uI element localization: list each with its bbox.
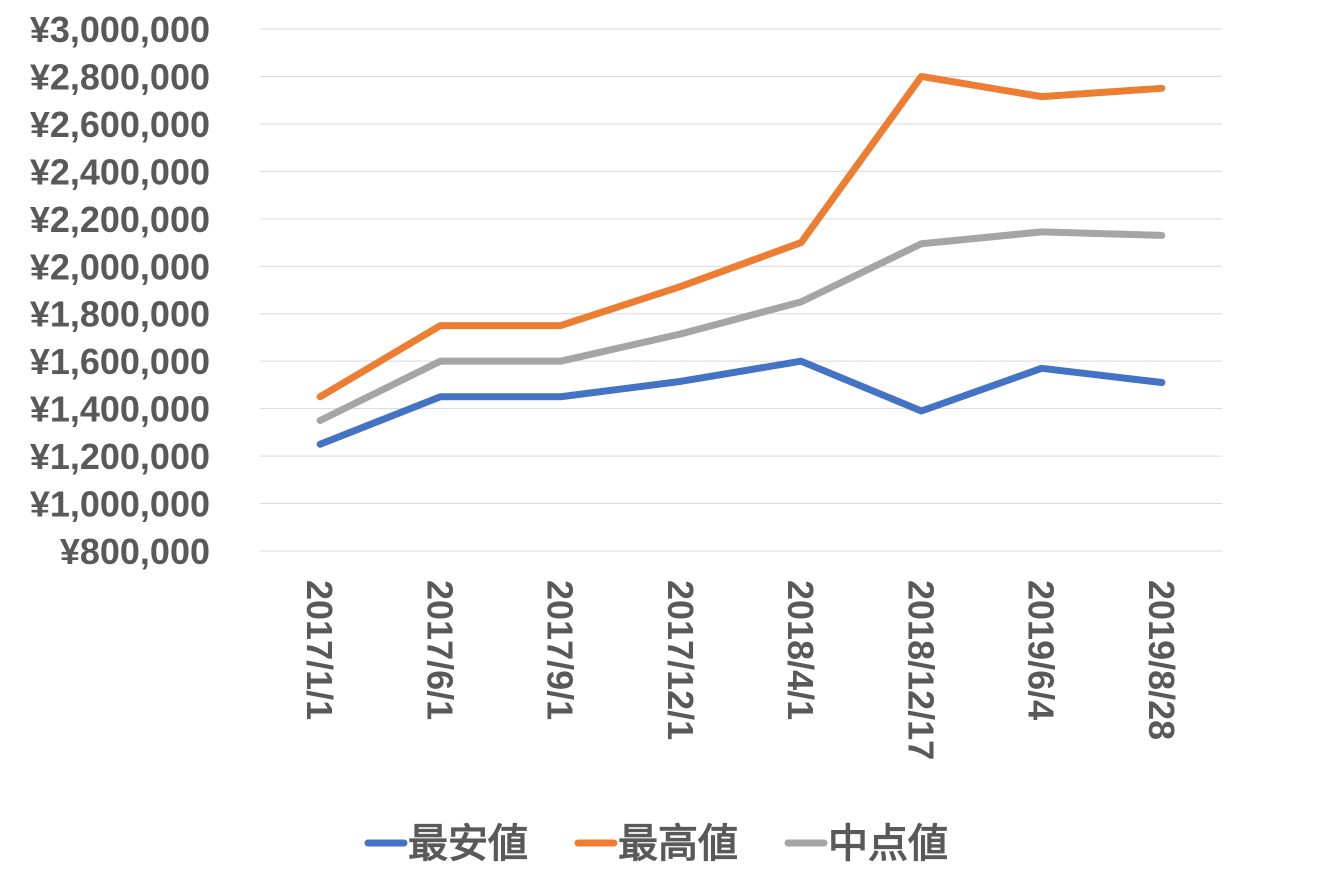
y-tick-label: ¥2,600,000 [30,104,210,145]
x-axis-tick-labels: 2017/1/1 2017/6/1 2017/9/1 2017/12/1 2018/4/… [299,580,1182,760]
y-tick-label: ¥2,800,000 [30,56,210,97]
y-tick-label: ¥1,600,000 [30,341,210,382]
legend-item: 中点値 [784,821,948,867]
y-tick-label: ¥2,200,000 [30,199,210,240]
x-tick-label: 2019/6/4 [1021,580,1062,720]
x-tick-label: 2017/1/1 [299,580,340,720]
y-tick-label: ¥800,000 [60,531,210,572]
series-line-3 [316,228,1166,424]
x-tick-label: 2018/4/1 [780,580,821,720]
x-tick-label: 2017/6/1 [419,580,460,720]
series-line-1 [316,357,1166,448]
legend-item: 最安値 [364,821,528,867]
legend-label: 最高値 [618,821,738,867]
y-tick-label: ¥2,000,000 [30,246,210,287]
x-tick-label: 2018/12/17 [900,580,941,760]
y-tick-label: ¥1,200,000 [30,436,210,477]
y-axis-tick-labels: ¥800,000 ¥1,000,000 ¥1,200,000 ¥1,400,000 ¥1… [30,9,210,572]
legend: 最安値 最高値 中点値 [364,821,948,867]
legend-label: 最安値 [408,821,528,867]
legend-item: 最高値 [574,821,738,867]
y-tick-label: ¥2,400,000 [30,151,210,192]
x-tick-label: 2019/8/28 [1141,580,1182,740]
y-tick-label: ¥1,800,000 [30,294,210,335]
y-tick-label: ¥1,400,000 [30,389,210,430]
x-tick-label: 2017/12/1 [660,580,701,740]
x-tick-label: 2017/9/1 [540,580,581,720]
series-lines [316,72,1166,448]
series-line-2 [316,72,1166,401]
legend-label: 中点値 [828,821,948,867]
y-tick-label: ¥3,000,000 [30,9,210,50]
gridlines [260,28,1222,552]
y-tick-label: ¥1,000,000 [30,484,210,525]
